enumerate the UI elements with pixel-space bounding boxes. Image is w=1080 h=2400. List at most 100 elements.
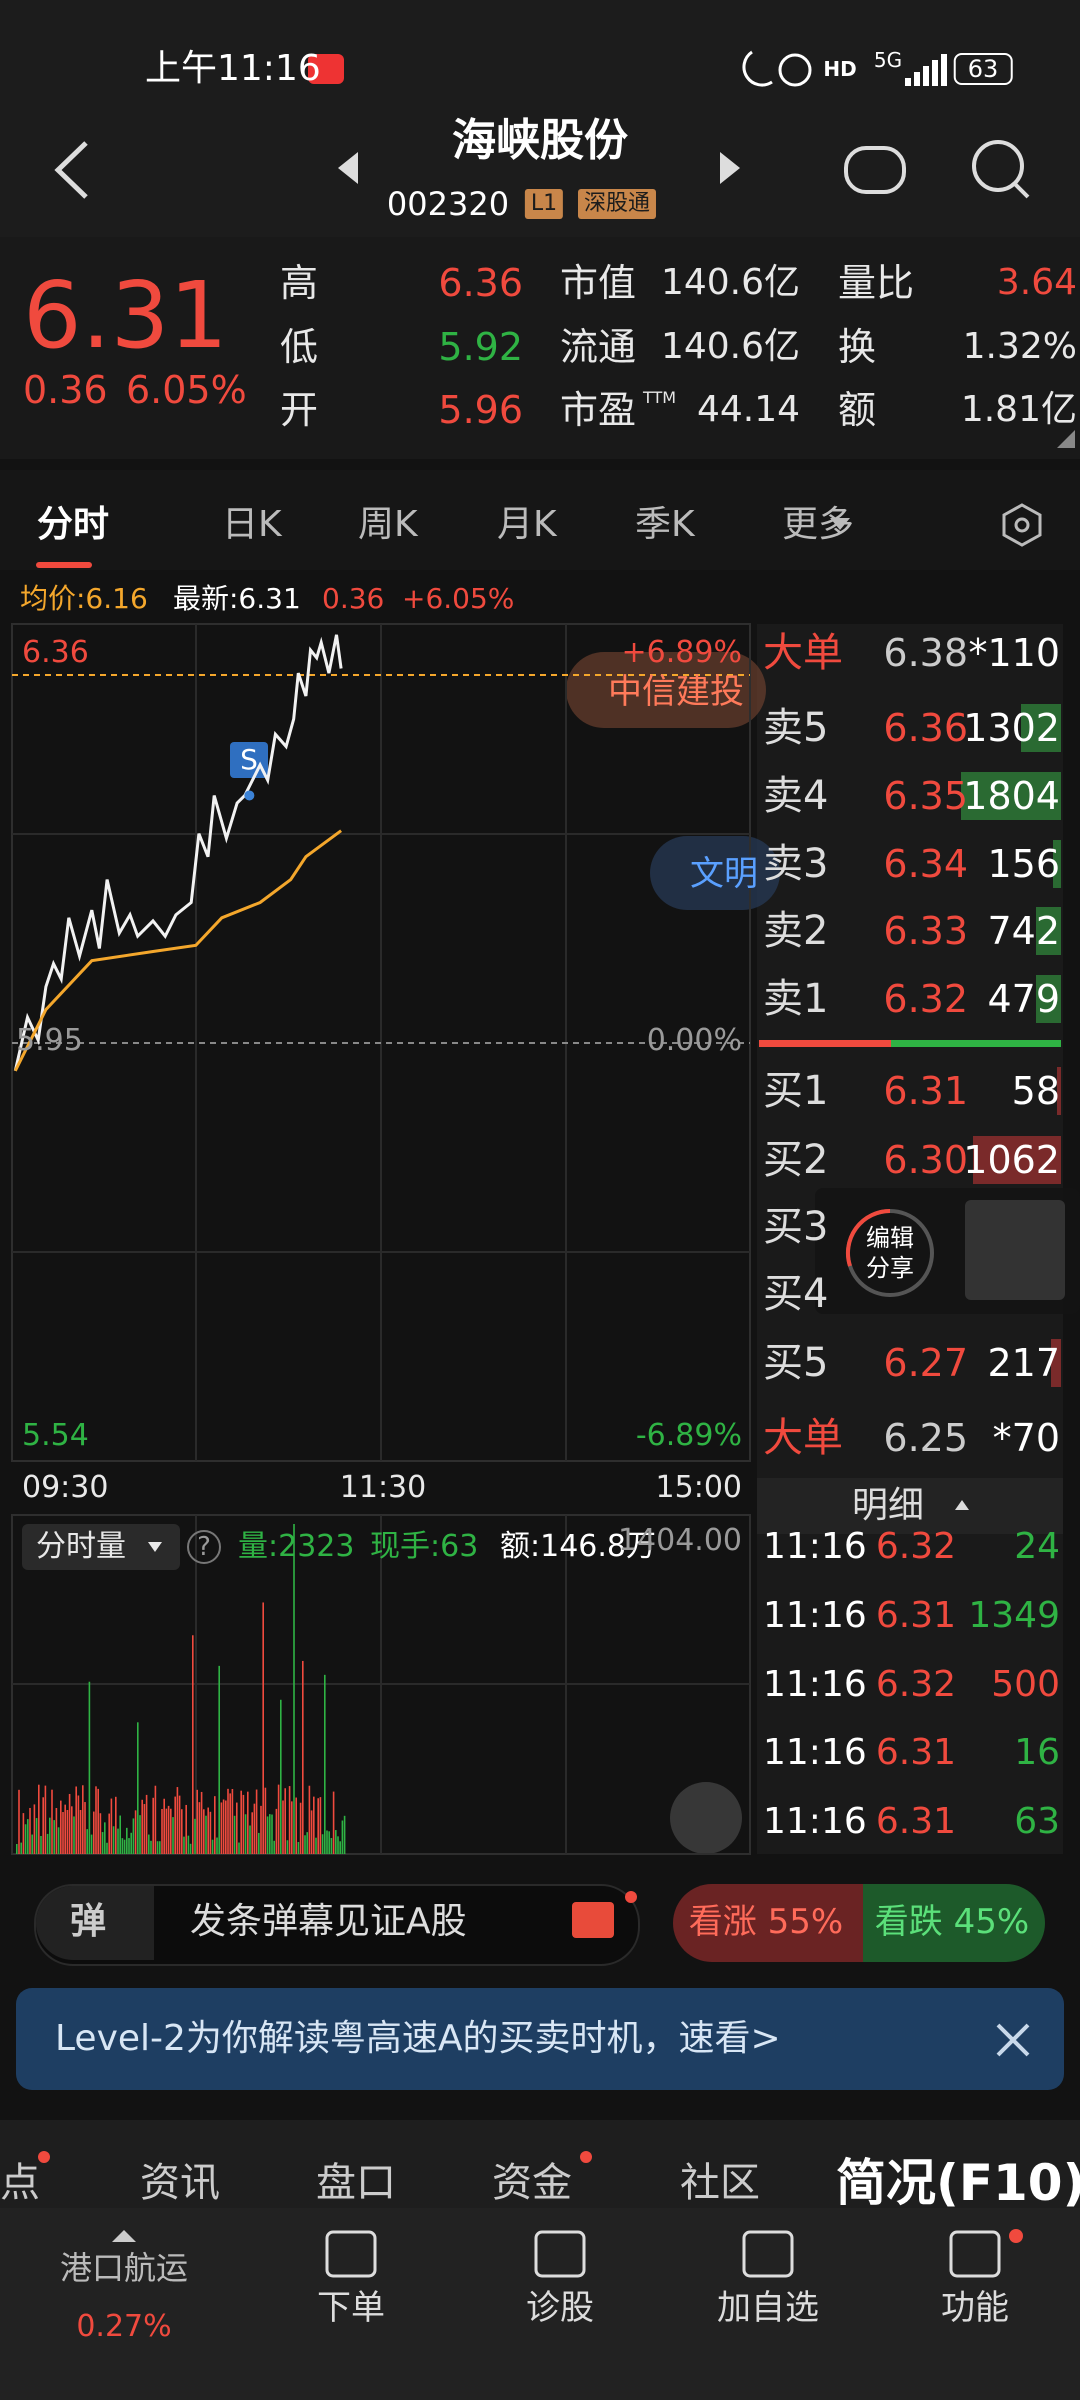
volume-bar xyxy=(60,1800,62,1854)
volume-bar xyxy=(203,1809,205,1854)
volume-bar xyxy=(337,1836,339,1854)
label: 高 xyxy=(280,261,319,305)
label: 6.35 xyxy=(883,774,968,818)
volume-bar xyxy=(306,1832,308,1854)
label: 6.32 xyxy=(875,1526,956,1567)
volume-bar xyxy=(315,1837,317,1854)
label: 卖1 xyxy=(763,976,829,1022)
volume-bar xyxy=(282,1800,284,1854)
volume-bar xyxy=(240,1790,242,1854)
volume-bar xyxy=(132,1818,135,1854)
nav-icon xyxy=(534,2230,586,2278)
label: 资金 xyxy=(492,2160,572,2206)
label: 5.92 xyxy=(438,325,523,369)
label: 现手:63 xyxy=(370,1529,479,1564)
volume-bar xyxy=(187,1835,190,1854)
label: 卖2 xyxy=(763,908,829,954)
label: 下单 xyxy=(317,2288,385,2328)
volume-bar xyxy=(244,1814,247,1854)
label: 09:30 xyxy=(22,1470,109,1505)
label: ? xyxy=(187,1530,221,1564)
label: 资讯 xyxy=(140,2160,220,2206)
label: 156 xyxy=(987,842,1060,886)
volume-bar xyxy=(198,1802,201,1854)
volume-bar xyxy=(42,1797,44,1854)
label: 3.64 xyxy=(996,262,1077,303)
marker-dot xyxy=(244,790,255,801)
label: 盘口 xyxy=(316,2160,396,2206)
label: 24 xyxy=(1014,1526,1060,1567)
volume-bar xyxy=(293,1524,295,1854)
label: 开 xyxy=(280,388,319,432)
volume-bar xyxy=(27,1819,29,1854)
label: 上午11:16 xyxy=(145,48,321,89)
label: 市值 xyxy=(560,261,637,305)
volume-bar xyxy=(225,1800,227,1854)
label: 卖3 xyxy=(763,841,829,887)
label: 诊股 xyxy=(526,2288,594,2328)
volume-bar xyxy=(280,1699,282,1854)
volume-bar xyxy=(326,1830,328,1854)
label: L1 xyxy=(524,189,564,219)
volume-bar xyxy=(218,1665,220,1854)
volume-bar xyxy=(86,1829,88,1854)
volume-bar xyxy=(167,1805,170,1854)
share-thumb xyxy=(965,1200,1065,1300)
signal-bar xyxy=(905,78,911,86)
search-icon xyxy=(972,140,1024,192)
red-dot xyxy=(38,2151,50,2163)
volume-bar xyxy=(269,1814,271,1854)
volume-bar xyxy=(128,1838,130,1854)
label: 1404.00 xyxy=(617,1523,742,1558)
label: 6.36 xyxy=(22,635,89,670)
volume-bar xyxy=(302,1660,304,1854)
volume-bar xyxy=(211,1839,214,1854)
label: 均价:6.16 xyxy=(20,582,148,615)
volume-bar xyxy=(130,1832,132,1854)
volume-bar xyxy=(95,1786,97,1854)
nav-icon xyxy=(325,2230,377,2278)
label: 海峡股份 xyxy=(452,115,628,166)
volume-bar xyxy=(170,1808,172,1854)
volume-bar xyxy=(117,1828,119,1854)
label: 58 xyxy=(1011,1069,1060,1113)
close-icon xyxy=(996,2023,1030,2057)
label: 6.31 xyxy=(875,1595,956,1636)
red-dot xyxy=(1009,2229,1023,2243)
volume-bar xyxy=(112,1826,115,1854)
volume-bar xyxy=(189,1843,192,1854)
red-dot xyxy=(625,1891,637,1903)
volume-bar xyxy=(185,1804,187,1854)
label: 买2 xyxy=(763,1137,829,1183)
volume-bar xyxy=(339,1841,341,1854)
label: 742 xyxy=(987,909,1060,953)
banner xyxy=(16,1988,1064,2090)
volume-bar xyxy=(332,1791,335,1854)
volume-bar xyxy=(79,1809,82,1854)
volume-bar xyxy=(286,1840,289,1854)
volume-bar xyxy=(233,1815,236,1854)
nav-icon xyxy=(742,2230,794,2278)
label: 市盈 xyxy=(560,388,637,432)
volume-bar xyxy=(110,1798,113,1854)
volume-bar xyxy=(1021,704,1061,752)
volume-bar xyxy=(20,1842,22,1854)
label: 6.34 xyxy=(883,842,968,886)
volume-bar xyxy=(49,1817,51,1854)
selector-arrow xyxy=(148,1542,162,1552)
label: 6.31 xyxy=(875,1801,956,1842)
volume-bar xyxy=(1036,975,1061,1023)
label: 明细 xyxy=(851,1485,925,1526)
volume-bar xyxy=(255,1789,258,1854)
volume-bar xyxy=(46,1833,49,1854)
red-dot xyxy=(580,2151,592,2163)
detail-arrow xyxy=(955,1500,969,1510)
label: 港口航运 xyxy=(59,2249,189,2287)
volume-bar xyxy=(207,1807,209,1854)
label: 11:16 xyxy=(763,1595,867,1636)
volume-bar xyxy=(24,1824,27,1854)
volume-bar xyxy=(222,1799,225,1854)
volume-bar xyxy=(64,1804,66,1854)
volume-bar xyxy=(176,1787,179,1854)
